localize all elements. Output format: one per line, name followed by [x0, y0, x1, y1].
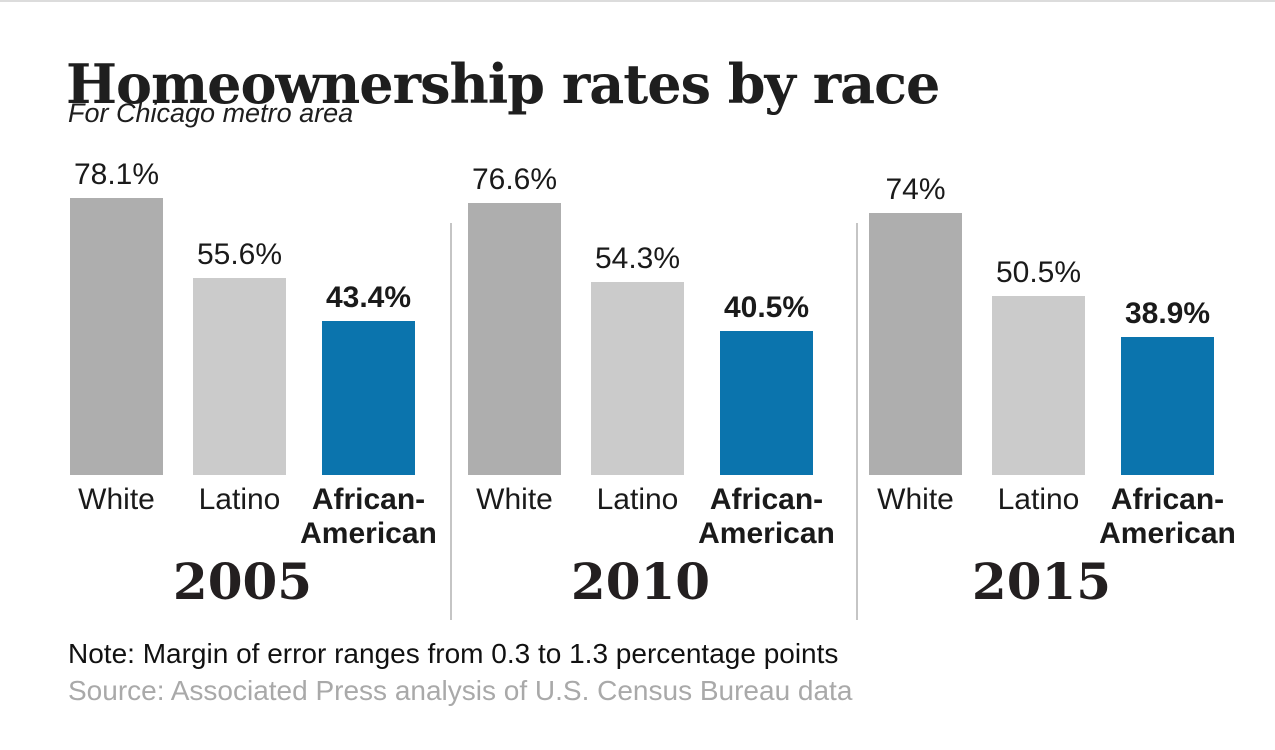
year-label-2010: 2010 [570, 552, 711, 611]
chart-subtitle: For Chicago metro area [68, 98, 354, 128]
bar-african-american-2010 [720, 331, 813, 475]
value-label-african-american-2005: 43.4% [325, 281, 412, 314]
value-label-african-american-2010: 40.5% [723, 291, 810, 324]
note-text: Note: Margin of error ranges from 0.3 to… [68, 638, 839, 669]
category-label-latino-2010: Latino [596, 483, 679, 516]
category-label-african-american-2015: African- American [1099, 483, 1236, 550]
value-label-latino-2015: 50.5% [995, 256, 1082, 289]
value-label-latino-2005: 55.6% [196, 238, 283, 271]
bar-latino-2010 [591, 282, 684, 475]
bar-african-american-2015 [1121, 337, 1214, 475]
category-label-white-2015: White [877, 483, 954, 516]
value-label-white-2010: 76.6% [471, 163, 558, 196]
bar-latino-2015 [992, 296, 1085, 475]
top-border-rule [0, 0, 1275, 2]
bar-african-american-2005 [322, 321, 415, 475]
bar-white-2010 [468, 203, 561, 475]
value-label-white-2015: 74% [885, 173, 946, 206]
source-text: Source: Associated Press analysis of U.S… [68, 675, 853, 706]
category-label-latino-2015: Latino [997, 483, 1080, 516]
bar-white-2005 [70, 198, 163, 475]
bar-white-2015 [869, 213, 962, 475]
group-divider-1 [450, 223, 452, 620]
value-label-white-2005: 78.1% [73, 158, 160, 191]
category-label-latino-2005: Latino [198, 483, 281, 516]
value-label-latino-2010: 54.3% [594, 242, 681, 275]
category-label-white-2010: White [476, 483, 553, 516]
year-label-2015: 2015 [971, 552, 1112, 611]
bar-latino-2005 [193, 278, 286, 475]
category-label-white-2005: White [78, 483, 155, 516]
category-label-african-american-2005: African- American [300, 483, 437, 550]
category-label-african-american-2010: African- American [698, 483, 835, 550]
chart-title: Homeownership rates by race [66, 52, 940, 117]
year-label-2005: 2005 [172, 552, 313, 611]
group-divider-2 [856, 223, 858, 620]
value-label-african-american-2015: 38.9% [1124, 297, 1211, 330]
